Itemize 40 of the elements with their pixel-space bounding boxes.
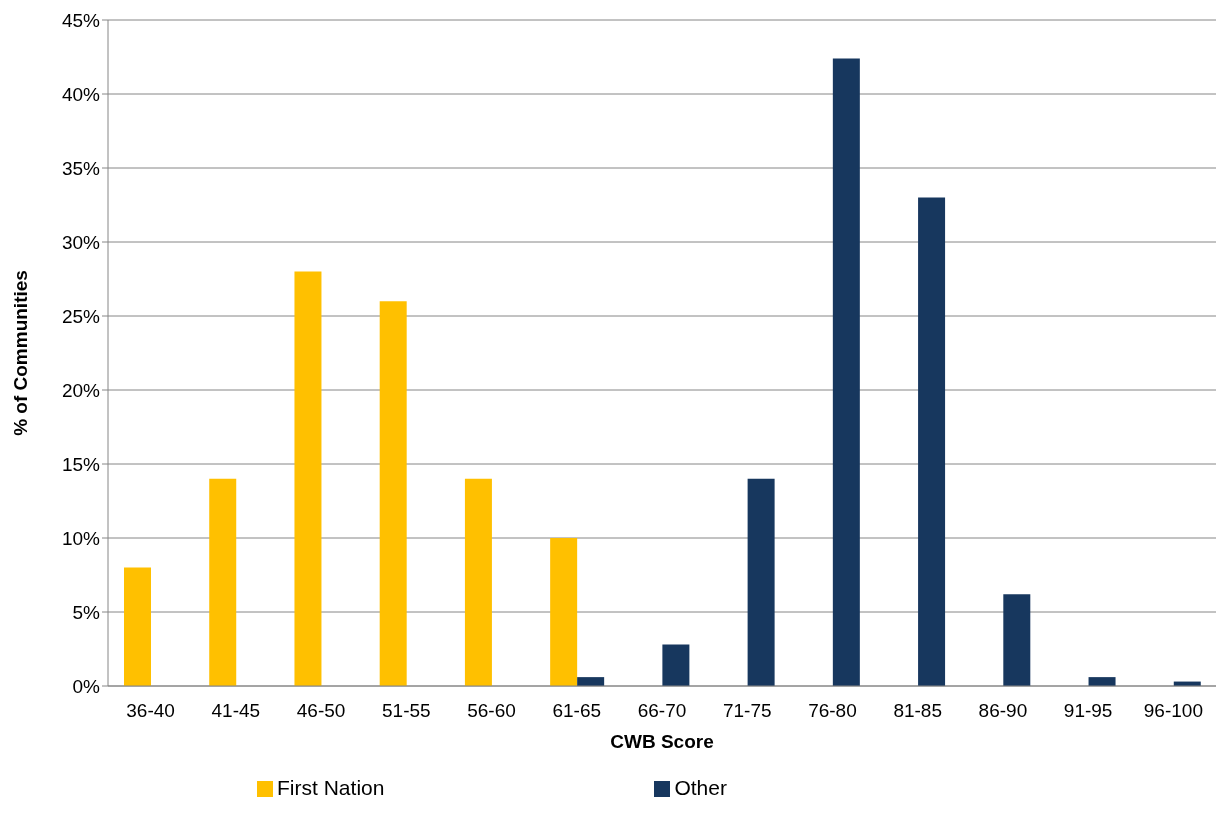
bar [662, 644, 690, 686]
x-tick-label: 56-60 [467, 700, 516, 722]
y-tick-label: 10% [61, 527, 101, 549]
bar [379, 301, 407, 686]
bar [747, 478, 775, 686]
y-tick-label: 15% [61, 453, 101, 475]
x-tick-label: 61-65 [552, 700, 602, 722]
x-tick-label: 91-95 [1063, 700, 1113, 722]
legend-label: First Nation [277, 776, 385, 799]
x-tick-label: 86-90 [978, 700, 1028, 722]
bar [918, 197, 946, 686]
bar [124, 567, 151, 686]
x-tick-label: 71-75 [722, 700, 772, 722]
y-tick-label: 40% [61, 83, 101, 105]
bar [550, 538, 578, 686]
x-tick-label: 81-85 [893, 700, 942, 722]
y-tick-label: 35% [61, 157, 101, 179]
bar [1003, 594, 1031, 686]
x-tick-label: 36-40 [126, 700, 175, 722]
y-tick-label: 20% [61, 379, 101, 401]
x-tick-label: 76-80 [808, 700, 857, 722]
legend-label: Other [674, 776, 727, 799]
x-tick-label: 46-50 [296, 700, 346, 722]
y-tick-label: 5% [72, 601, 101, 623]
y-tick-label: 45% [61, 9, 101, 31]
y-axis-title: % of Communities [9, 270, 31, 436]
y-tick-label: 30% [61, 231, 101, 253]
bar [1088, 677, 1116, 686]
x-tick-label: 96-100 [1143, 700, 1203, 722]
bar [464, 478, 492, 686]
x-tick-label: 51-55 [382, 700, 431, 722]
y-tick-label: 0% [72, 675, 101, 697]
bar [832, 58, 860, 686]
bar [577, 677, 605, 686]
y-tick-label: 25% [61, 305, 101, 327]
bar [294, 271, 322, 686]
bar [209, 478, 237, 686]
x-tick-label: 66-70 [637, 700, 687, 722]
x-axis-title: CWB Score [610, 731, 714, 752]
x-tick-label: 41-45 [211, 700, 261, 722]
